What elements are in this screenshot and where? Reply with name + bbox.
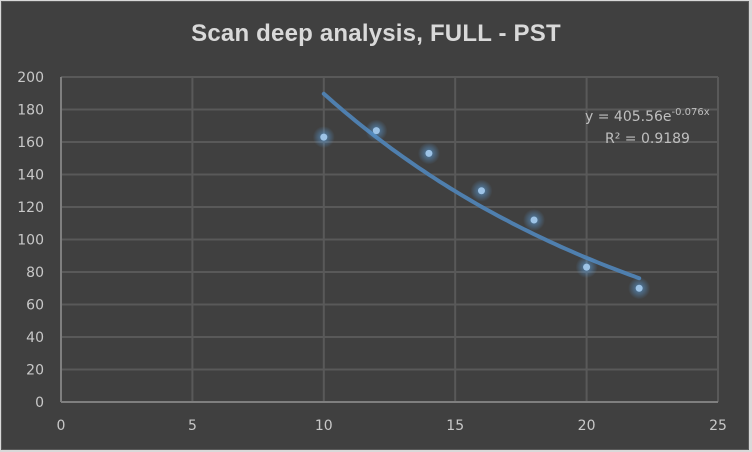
point-marker — [583, 263, 591, 271]
x-tick-label: 25 — [709, 418, 727, 434]
trendline-equation: y = 405.56e-0.076x R² = 0.9189 — [585, 107, 710, 147]
point-marker — [320, 133, 328, 141]
x-tick-label: 15 — [446, 418, 464, 434]
point-marker — [635, 284, 643, 292]
chart-title: Scan deep analysis, FULL - PST — [191, 20, 561, 47]
y-tick-label: 200 — [17, 70, 44, 86]
equation-label: y = 405.56e-0.076x — [585, 107, 710, 125]
data-point — [470, 179, 493, 202]
y-tick-label: 20 — [26, 363, 44, 379]
x-axis-labels: 0 5 10 15 20 25 — [57, 418, 727, 434]
y-axis-labels: 0 20 40 60 80 100 120 140 160 180 200 — [17, 70, 44, 411]
y-tick-label: 100 — [17, 233, 44, 249]
point-marker — [425, 149, 433, 157]
gridlines — [61, 76, 719, 402]
data-point — [312, 126, 335, 149]
data-point — [365, 119, 388, 142]
point-marker — [477, 187, 485, 195]
data-point — [628, 277, 651, 300]
y-tick-label: 160 — [17, 135, 44, 151]
point-marker — [530, 216, 538, 224]
y-tick-label: 180 — [17, 103, 44, 119]
y-tick-label: 120 — [17, 200, 44, 216]
x-tick-label: 0 — [57, 418, 66, 434]
y-tick-label: 60 — [26, 298, 44, 314]
y-tick-label: 140 — [17, 168, 44, 184]
data-point — [523, 209, 546, 231]
data-series — [312, 119, 651, 300]
axes — [60, 77, 718, 403]
data-point — [417, 142, 440, 165]
y-tick-label: 40 — [26, 330, 44, 346]
r-squared-label: R² = 0.9189 — [605, 131, 690, 147]
y-tick-label: 80 — [26, 265, 44, 281]
x-tick-label: 5 — [188, 418, 197, 434]
data-point — [575, 256, 598, 279]
point-marker — [372, 127, 380, 135]
x-tick-label: 10 — [315, 418, 333, 434]
x-tick-label: 20 — [578, 418, 596, 434]
y-tick-label: 0 — [35, 395, 44, 411]
